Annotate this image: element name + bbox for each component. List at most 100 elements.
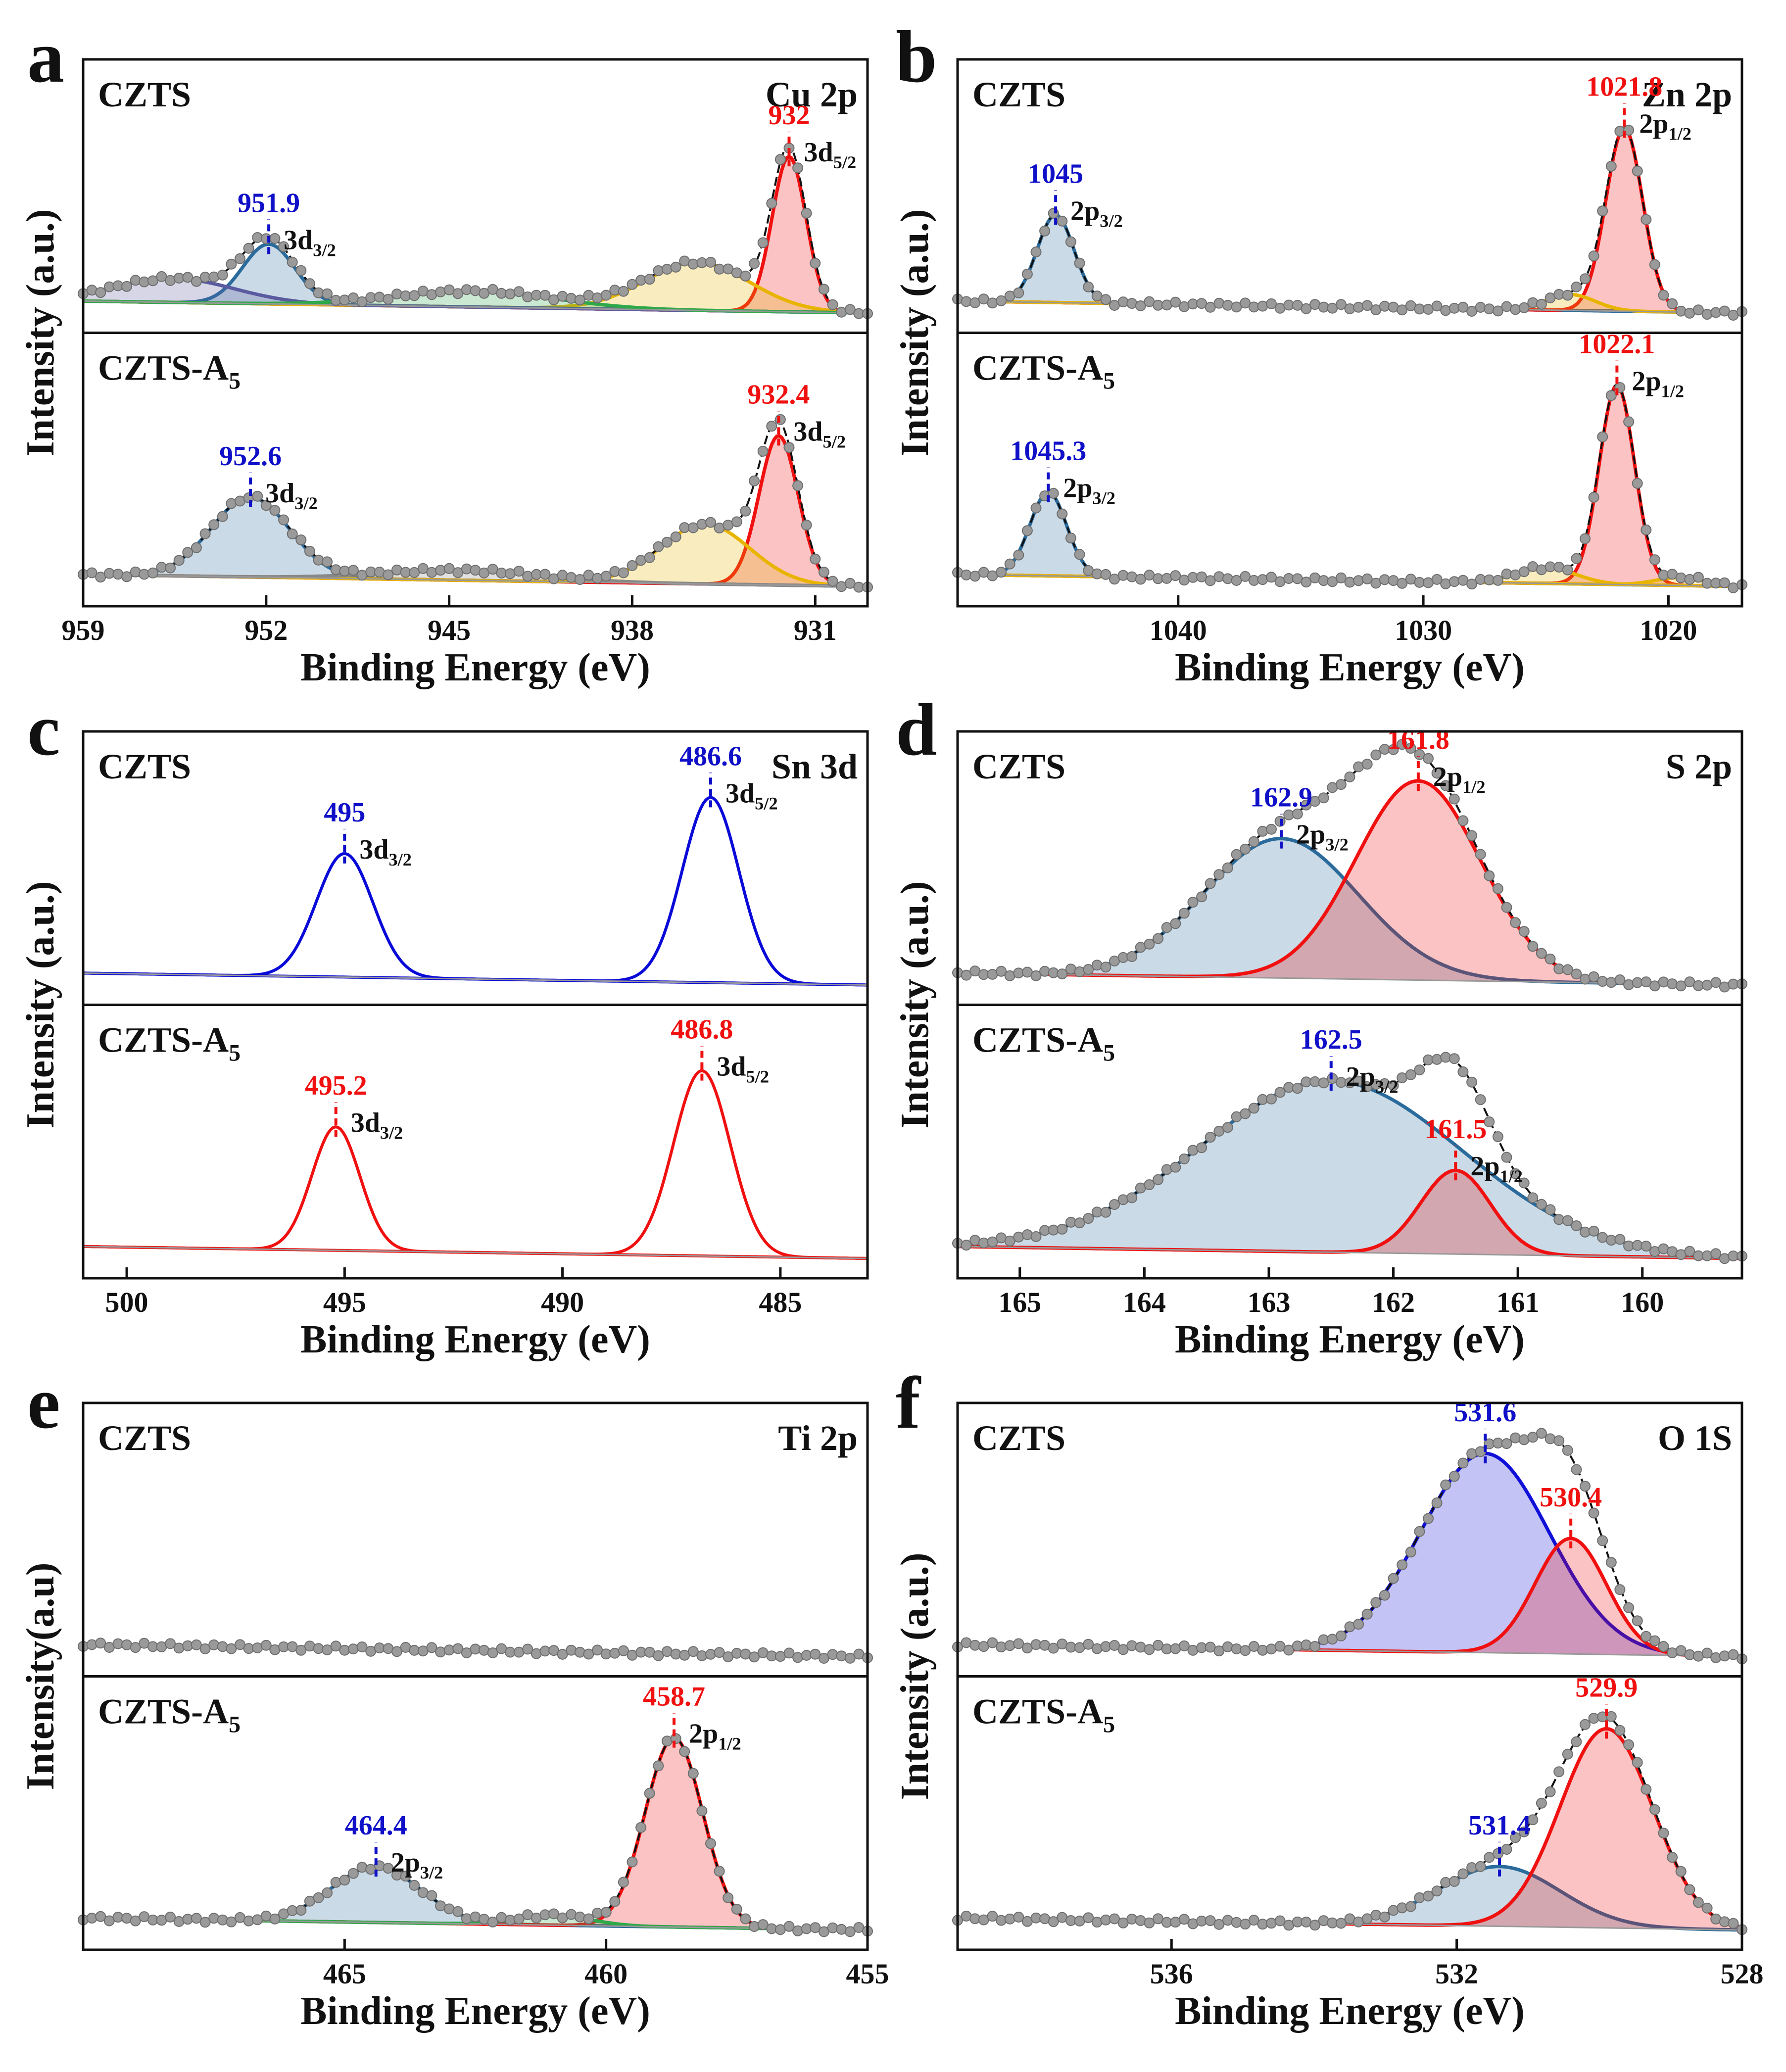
x-axis-title: Binding Energy (eV) [300, 1318, 650, 1361]
data-point [1492, 305, 1503, 317]
data-point [1292, 808, 1303, 819]
data-point [130, 1642, 141, 1653]
sample-label: CZTS [98, 75, 191, 114]
data-point [749, 258, 760, 269]
data-point [1457, 301, 1469, 313]
data-point [731, 516, 742, 528]
data-point [487, 1916, 498, 1927]
data-point [1641, 1783, 1652, 1795]
data-point [409, 567, 420, 578]
data-point [1510, 304, 1521, 315]
peak-value-label: 530.4 [1540, 1482, 1602, 1513]
data-point [1423, 1890, 1434, 1902]
data-point [810, 1922, 821, 1933]
data-point [827, 1649, 838, 1660]
data-point [260, 500, 272, 511]
data-point [696, 1805, 708, 1817]
data-point [165, 562, 176, 574]
data-point [1675, 980, 1687, 992]
data-point [1597, 205, 1608, 217]
data-point [1205, 575, 1216, 586]
data-point [1057, 215, 1068, 227]
data-point [243, 492, 254, 503]
data-point [783, 1647, 795, 1659]
data-point [1588, 250, 1599, 262]
data-point [1466, 578, 1478, 590]
data-point [1222, 573, 1233, 584]
data-point [1501, 1438, 1512, 1449]
data-point [1545, 1204, 1556, 1215]
x-tick-label: 164 [1123, 1286, 1166, 1318]
peak-value-label: 161.5 [1424, 1114, 1487, 1145]
data-point [749, 1921, 760, 1932]
data-point [1370, 1910, 1382, 1921]
data-point [339, 1875, 350, 1886]
data-point [1405, 743, 1416, 754]
data-point [574, 574, 585, 585]
data-point [1710, 1652, 1722, 1663]
data-point [1109, 1913, 1120, 1925]
data-point [1675, 572, 1687, 583]
peak-fill [83, 291, 868, 313]
data-point [295, 265, 307, 276]
data-point [260, 1639, 272, 1651]
data-point [1335, 1630, 1347, 1641]
peak-fill [83, 1737, 868, 1930]
orbital-label: 2p3/2 [391, 1847, 443, 1882]
data-point [801, 207, 812, 219]
peak-curve [83, 1736, 868, 1932]
data-point [1580, 273, 1591, 285]
data-point [1144, 938, 1155, 950]
peak-value-label: 932.4 [747, 379, 810, 410]
data-point [987, 1236, 998, 1248]
data-point [1100, 294, 1111, 305]
data-point [1231, 575, 1242, 586]
data-point [1344, 303, 1355, 314]
peak-value-label: 932 [769, 100, 810, 131]
data-point [1248, 1103, 1259, 1114]
data-point [1632, 1615, 1643, 1627]
series-czts: CZTS S 2p 162.9 2p3/2 161.8 2p1/2 [952, 724, 1747, 993]
data-point [1692, 572, 1704, 583]
data-point [1222, 862, 1233, 873]
data-point [1614, 1725, 1626, 1736]
data-point [1240, 843, 1251, 855]
sample-label: CZTS-A5 [972, 348, 1115, 394]
data-point [1213, 1645, 1225, 1657]
data-point [409, 1879, 420, 1891]
data-point [1641, 1241, 1652, 1252]
series-czts: CZTS Zn 2p 1045 2p3/2 1021.8 2p1/2 [952, 72, 1747, 321]
orbital-label: 2p3/2 [1296, 819, 1349, 855]
data-point [182, 272, 193, 283]
data-point [1632, 165, 1643, 177]
data-point [1083, 281, 1094, 292]
data-point [1057, 1223, 1068, 1235]
data-point [1126, 1914, 1138, 1925]
x-tick-label: 490 [541, 1286, 584, 1318]
data-point [1405, 1546, 1416, 1558]
data-point [1196, 891, 1207, 903]
peak-value-label: 486.6 [679, 741, 742, 771]
data-point [1649, 1804, 1660, 1815]
baseline [83, 300, 868, 314]
element-label: Ti 2p [778, 1418, 858, 1458]
data-point [1448, 1471, 1460, 1482]
data-point [766, 421, 777, 432]
data-point [1405, 1069, 1416, 1080]
data-point [1178, 1914, 1190, 1925]
data-point [199, 1643, 211, 1654]
data-point [147, 567, 158, 578]
data-point [766, 197, 777, 209]
data-point [217, 1914, 228, 1926]
data-point [1571, 281, 1582, 292]
orbital-label: 3d5/2 [804, 137, 857, 172]
data-point [1013, 1912, 1024, 1923]
data-point [1379, 1911, 1390, 1923]
data-point [1309, 1920, 1321, 1931]
data-point [1205, 1132, 1216, 1143]
data-point [1510, 1168, 1521, 1179]
data-point [1178, 908, 1190, 919]
data-point [635, 1822, 647, 1833]
